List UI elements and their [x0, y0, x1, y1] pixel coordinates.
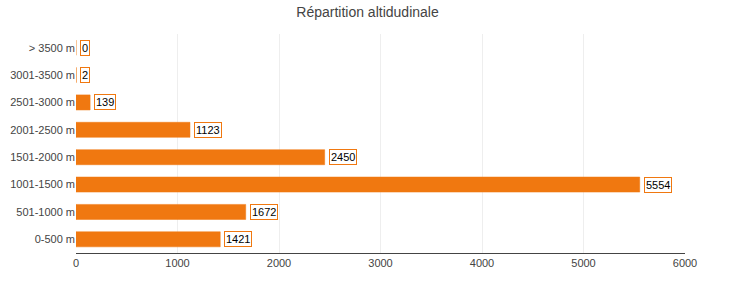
svg-text:3000: 3000 — [368, 257, 392, 269]
svg-text:501-1000 m: 501-1000 m — [16, 206, 75, 218]
svg-text:1123: 1123 — [196, 124, 220, 136]
svg-text:1421: 1421 — [226, 233, 250, 245]
svg-text:1501-2000 m: 1501-2000 m — [10, 151, 75, 163]
svg-text:139: 139 — [96, 96, 114, 108]
svg-text:1000: 1000 — [165, 257, 189, 269]
svg-text:5554: 5554 — [646, 179, 670, 191]
svg-text:6000: 6000 — [673, 257, 697, 269]
svg-text:2001-2500 m: 2001-2500 m — [10, 124, 75, 136]
svg-text:0: 0 — [82, 42, 88, 54]
svg-text:2: 2 — [82, 69, 88, 81]
svg-text:5000: 5000 — [571, 257, 595, 269]
svg-text:2000: 2000 — [267, 257, 291, 269]
svg-text:> 3500 m: > 3500 m — [29, 42, 75, 54]
svg-text:2501-3000 m: 2501-3000 m — [10, 96, 75, 108]
svg-text:0: 0 — [73, 257, 79, 269]
svg-text:1001-1500 m: 1001-1500 m — [10, 178, 75, 190]
svg-text:4000: 4000 — [470, 257, 494, 269]
svg-text:3001-3500 m: 3001-3500 m — [10, 69, 75, 81]
svg-text:1672: 1672 — [252, 206, 276, 218]
svg-text:2450: 2450 — [331, 151, 355, 163]
svg-text:0-500 m: 0-500 m — [35, 233, 75, 245]
svg-text:Répartition altidudinale: Répartition altidudinale — [296, 4, 439, 20]
